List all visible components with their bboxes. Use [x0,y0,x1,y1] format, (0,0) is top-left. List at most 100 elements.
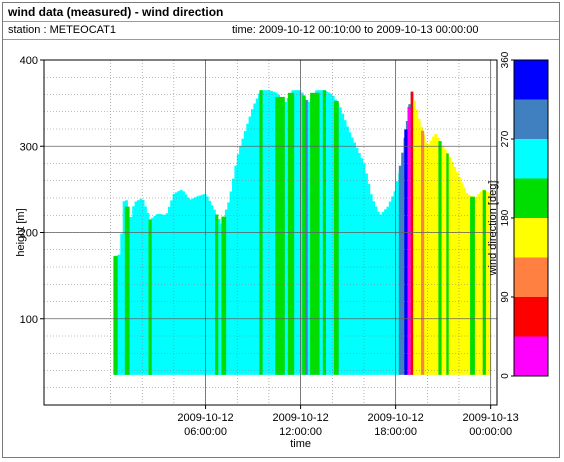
heatmap-cell [201,194,204,375]
heatmap-cell [357,153,361,375]
x-tick-label-time: 00:00:00 [469,426,512,438]
heatmap-cell [246,123,250,375]
heatmap-cell [386,206,390,375]
heatmap-cell [372,201,375,375]
heatmap-cell [160,214,164,375]
x-tick-label-time: 12:00:00 [279,426,322,438]
heatmap-cell [203,194,207,375]
heatmap-cell [376,211,380,375]
heatmap-cell [122,201,126,375]
heatmap-cell [213,209,216,375]
heatmap-cell [353,142,356,375]
heatmap-cell [241,138,245,375]
heatmap-cell [465,192,469,375]
heatmap-cell [413,100,416,375]
heatmap-cell [175,192,178,375]
heatmap-cell [331,95,335,375]
heatmap-cell [177,191,181,375]
heatmap-cell [398,165,402,375]
heatmap-cell [348,132,352,375]
heatmap-cell [163,214,166,375]
heatmap-cell [489,193,492,375]
colorbar-tick-label: 270 [500,130,511,147]
x-tick-label-time: 06:00:00 [184,426,227,438]
title-bar: wind data (measured) - wind direction [3,3,559,22]
colorbar-bin [514,257,548,297]
heatmap-cell [365,173,368,375]
colorbar-tick-label: 0 [500,373,511,379]
heatmap-cell [253,103,257,375]
heatmap-column [482,190,486,375]
heatmap-column [302,95,306,375]
heatmap-column [470,196,475,375]
x-axis-label: time [290,438,311,450]
heatmap-column [148,219,152,375]
heatmap-cell [441,145,445,375]
y-tick-label: 200 [20,228,38,240]
heatmap-column [215,214,219,375]
heatmap-column [287,92,295,375]
heatmap-cell [341,113,345,375]
heatmap-cell [362,163,366,375]
colorbar-tick-label: 90 [500,291,511,303]
heatmap-cell [474,196,478,375]
heatmap-cell [327,92,330,375]
heatmap-cell [239,146,242,375]
colorbar-bin [514,297,548,337]
heatmap-cell [118,254,121,375]
heatmap-cell [462,187,466,375]
heatmap-cell [395,181,399,375]
colorbar-tick-label: 180 [500,209,511,226]
heatmap-cell [120,233,124,375]
heatmap-cell [458,177,461,375]
chart-title: wind data (measured) - wind direction [8,5,224,19]
heatmap-cell [479,191,483,375]
heatmap-column [305,99,308,375]
heatmap-cell [381,211,385,375]
info-bar: station : METEOCAT1 time: 2009-10-12 00:… [3,22,559,40]
heatmap-cell [132,206,135,375]
heatmap-cell [217,219,221,375]
heatmap-cell [477,194,480,375]
heatmap-column [124,206,130,375]
axis-layer: 100 200 300 400 2009-10-12 06:00:00 2009-10-12… [20,55,519,438]
x-tick-label-date: 2009-10-12 [177,412,233,424]
heatmap-cell [448,157,452,375]
heatmap-cell [467,194,471,375]
heatmap-cell [137,200,140,375]
colorbar-bin [514,139,548,179]
heatmap-cell [455,172,459,375]
x-tick-label-date: 2009-10-12 [272,412,328,424]
heatmap-cell [165,213,169,375]
heatmap-column [310,92,320,375]
heatmap-cell [179,189,183,375]
heatmap-cell [229,191,233,375]
heatmap-cell [153,216,157,375]
heatmap-cell [255,98,259,375]
heatmap-cell [308,102,311,375]
heatmap-cell [234,165,238,375]
colorbar-bin [514,336,548,376]
heatmap-cell [415,109,419,375]
heatmap-cell [151,217,154,375]
heatmap-cell [338,107,342,375]
heatmap-cell [388,201,392,375]
heatmap-cell [243,131,247,375]
y-tick-label: 400 [20,55,38,67]
y-tick-label: 300 [20,141,38,153]
heatmap-cell [248,116,252,375]
heatmap-cell [429,140,433,375]
heatmap-column [221,216,227,375]
heatmap-cell [198,195,202,375]
heatmap-cell [141,199,145,375]
heatmap-cell [146,212,150,375]
heatmap-cell [167,206,171,375]
heatmap-cell [134,201,138,375]
heatmap-cell [272,91,276,375]
heatmap-cell [374,206,378,375]
time-range-label: time: 2009-10-12 00:10:00 to 2009-10-13 … [232,24,479,36]
heatmap-cell [129,217,133,375]
heatmap-column [333,101,339,375]
colorbar-bin [514,178,548,218]
